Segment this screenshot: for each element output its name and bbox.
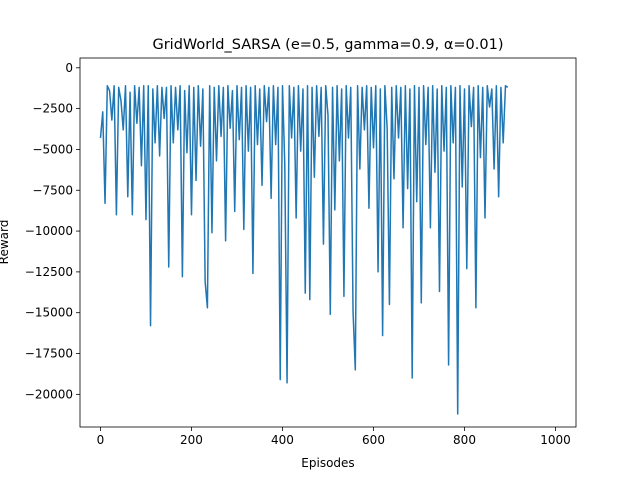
x-tick-label: 0: [97, 433, 105, 447]
x-axis-label: Episodes: [301, 456, 354, 470]
chart-title: GridWorld_SARSA (e=0.5, gamma=0.9, α=0.0…: [152, 37, 503, 53]
y-tick-label: −20000: [25, 387, 73, 401]
y-tick-label: −5000: [32, 142, 73, 156]
y-tick-label: −17500: [25, 347, 73, 361]
series-line-0: [99, 85, 509, 415]
y-tick-label: −7500: [32, 183, 73, 197]
plot-frame: [79, 57, 577, 428]
y-tick-label: −15000: [25, 306, 73, 320]
plot-area: [99, 85, 509, 415]
x-tick-label: 200: [180, 433, 203, 447]
x-tick-label: 800: [453, 433, 476, 447]
x-axis: 0 200 400 600 800 1000: [97, 427, 571, 447]
y-axis: 0 −2500 −5000 −7500 −10000 −12500 −15000 −17500…: [25, 61, 80, 401]
y-tick-label: −10000: [25, 224, 73, 238]
y-axis-label: Reward: [0, 220, 11, 265]
x-tick-label: 1000: [540, 433, 571, 447]
x-tick-label: 600: [362, 433, 385, 447]
x-tick-label: 400: [271, 433, 294, 447]
y-tick-label: 0: [65, 61, 73, 75]
y-tick-label: −2500: [32, 102, 73, 116]
y-tick-label: −12500: [25, 265, 73, 279]
